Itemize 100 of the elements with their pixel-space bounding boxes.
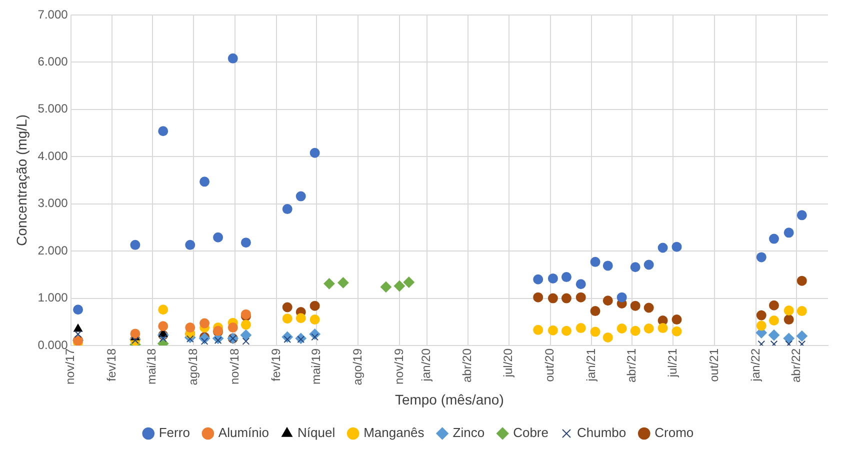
x-tick-label: ago/19: [350, 348, 364, 386]
legend-label: Cromo: [654, 425, 694, 440]
y-axis-title: Concentração (mg/L): [13, 114, 30, 246]
x-tick-label: abr/22: [788, 348, 803, 383]
point: [296, 191, 306, 202]
point: [200, 318, 210, 328]
point: [602, 296, 613, 306]
point: [630, 300, 640, 311]
point: [602, 332, 613, 342]
point: [533, 292, 544, 302]
x-tick-label: fev/19: [268, 348, 283, 382]
point: [548, 325, 558, 336]
point: [213, 232, 224, 242]
x-tick-label: abr/20: [460, 348, 474, 383]
y-tick-label: 1.000: [38, 290, 68, 305]
point: [394, 280, 405, 292]
point: [282, 204, 292, 214]
x-tick-label: jul/20: [501, 348, 516, 378]
point: [561, 326, 572, 336]
point: [73, 304, 84, 315]
legend-label: Chumbo: [576, 425, 626, 440]
x-tick-label: nov/18: [227, 348, 242, 385]
point: [185, 240, 196, 250]
point: [74, 324, 82, 332]
x-tick-label: jan/21: [584, 348, 598, 382]
y-tick-label: 3.000: [38, 196, 68, 210]
point: [296, 313, 306, 324]
point: [756, 310, 766, 320]
point: [783, 332, 794, 344]
point: [768, 330, 780, 341]
x-tick-label: nov/17: [63, 348, 78, 385]
x-tick-label: mai/19: [308, 348, 323, 385]
point: [796, 306, 807, 316]
point: [576, 292, 586, 302]
y-tick-label: 5.000: [38, 102, 68, 116]
point: [768, 315, 779, 326]
x-tick-label: out/21: [706, 348, 721, 382]
point: [130, 328, 140, 339]
x-tick-label: nov/19: [392, 348, 406, 385]
legend-label: Ferro: [158, 425, 190, 440]
legend-label: Níquel: [298, 425, 336, 440]
point: [380, 281, 392, 292]
point: [228, 53, 238, 64]
point: [576, 323, 586, 334]
x-tick-label: ago/18: [186, 348, 200, 386]
point: [644, 260, 654, 270]
x-tick-label: mai/18: [144, 348, 159, 385]
y-tick-label: 4.000: [38, 148, 68, 163]
point: [533, 324, 544, 335]
x-tick-label: jan/20: [419, 348, 434, 382]
point: [74, 330, 82, 338]
point: [240, 330, 252, 341]
point: [186, 335, 194, 343]
point: [644, 324, 654, 334]
point: [630, 262, 640, 272]
point: [310, 314, 320, 325]
point: [576, 279, 586, 290]
point: [784, 306, 794, 316]
point: [784, 228, 794, 238]
point: [324, 278, 335, 290]
point: [158, 321, 168, 332]
point: [228, 322, 238, 333]
point: [240, 238, 251, 248]
legend-label: Manganês: [364, 425, 425, 440]
point: [130, 240, 140, 250]
legend-label: Alumínio: [218, 425, 270, 440]
point: [672, 326, 682, 336]
point: [561, 293, 572, 304]
x-axis-title: Tempo (mês/ano): [394, 391, 504, 408]
point: [672, 314, 682, 325]
point: [242, 338, 250, 345]
point: [796, 330, 808, 342]
point: [616, 292, 627, 302]
point: [338, 277, 349, 288]
point: [602, 260, 613, 271]
point: [768, 300, 779, 310]
point: [658, 323, 668, 334]
point: [561, 272, 572, 282]
point: [282, 302, 292, 312]
point: [590, 256, 600, 267]
legend-label: Zinco: [452, 425, 485, 440]
x-tick-label: out/20: [542, 348, 557, 382]
point: [282, 314, 292, 324]
point: [616, 324, 627, 334]
point: [158, 304, 168, 315]
point: [756, 320, 766, 331]
point: [658, 242, 668, 253]
x-tick-label: jul/21: [665, 348, 680, 378]
legend-label: Cobre: [513, 425, 549, 440]
point: [200, 176, 210, 187]
y-tick-label: 7.000: [38, 7, 68, 22]
y-tick-label: 6.000: [38, 54, 68, 69]
x-tick-label: abr/21: [624, 348, 638, 383]
point: [310, 300, 320, 311]
point: [533, 274, 544, 284]
point: [768, 234, 779, 244]
point: [590, 306, 600, 316]
point: [672, 242, 682, 252]
point: [756, 252, 766, 262]
point: [185, 322, 196, 333]
